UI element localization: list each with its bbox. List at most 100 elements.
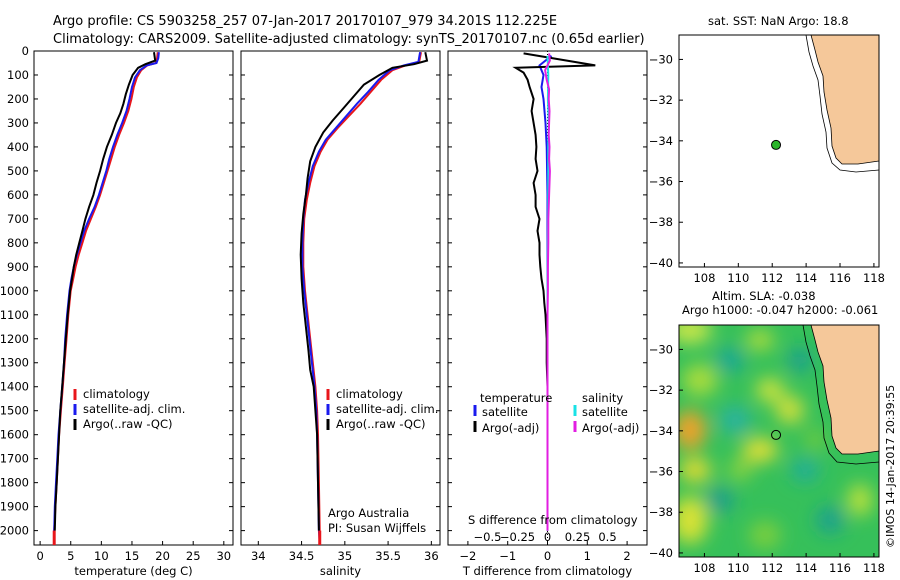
temperature-xtick-label: 20	[155, 549, 170, 563]
pressure-tick-label: 700	[7, 212, 29, 226]
pressure-tick-label: 500	[7, 164, 29, 178]
pressure-tick-label: 2000	[0, 524, 29, 538]
salinity-legend-label: climatology	[336, 387, 403, 401]
temperature-xlabel: temperature (deg C)	[74, 564, 192, 578]
sst-ytick-label: −34	[649, 134, 673, 148]
salinity-xtick-label: 34.5	[289, 549, 315, 563]
temperature-legend-label: climatology	[83, 387, 150, 401]
pressure-tick-label: 400	[7, 140, 29, 154]
pressure-tick-label: 100	[7, 68, 29, 82]
pressure-tick-label: 0	[22, 44, 29, 58]
sla-xtick-label: 114	[795, 561, 817, 575]
sst-map-title: sat. SST: NaN Argo: 18.8	[708, 14, 849, 28]
pressure-tick-label: 1100	[0, 308, 29, 322]
temperature-series-argo-raw-qc-	[53, 52, 157, 531]
temperature-xtick-label: 10	[94, 549, 109, 563]
sst-float-marker	[771, 139, 782, 150]
salinity-xtick-label: 36	[424, 549, 439, 563]
pressure-tick-label: 1500	[0, 404, 29, 418]
sla-map-isobath	[802, 325, 879, 465]
salinity-legend-label: satellite-adj. clim.	[336, 402, 438, 416]
difference-series-salinity-argo-adj-	[544, 53, 551, 531]
sla-xtick-label: 112	[761, 561, 783, 575]
sdiff-tick-label: 0.5	[598, 530, 616, 544]
sst-ytick-label: −40	[649, 256, 673, 270]
sla-ytick-label: −30	[649, 342, 673, 356]
pressure-tick-label: 1200	[0, 332, 29, 346]
sdiff-tick-label: −0.25	[500, 530, 535, 544]
salinity-xtick-label: 35.5	[375, 549, 401, 563]
sst-ytick-label: −30	[649, 52, 673, 66]
sla-ytick-label: −36	[649, 465, 673, 479]
difference-xtick-label: −1	[499, 549, 516, 563]
legend-sal-argo-label: Argo(-adj)	[582, 421, 639, 435]
sst-ytick-label: −38	[649, 215, 673, 229]
difference-xtick-label: −2	[459, 549, 476, 563]
legend-temperature-title: temperature	[480, 391, 552, 405]
difference-xtick-label: 0	[544, 549, 551, 563]
pressure-tick-label: 1700	[0, 452, 29, 466]
pressure-tick-label: 1400	[0, 380, 29, 394]
sst-xtick-label: 110	[727, 271, 749, 285]
sst-map-isobath	[805, 35, 879, 173]
salinity-annotation-pi: PI: Susan Wijffels	[328, 521, 426, 535]
figure-title-line1: Argo profile: CS 5903258_257 07-Jan-2017…	[53, 14, 557, 29]
sla-map-land	[810, 325, 879, 455]
sla-xtick-label: 116	[829, 561, 851, 575]
sla-ytick-label: −38	[649, 505, 673, 519]
salinity-frame	[240, 50, 441, 546]
sla-anomaly-blobs	[679, 325, 872, 549]
difference-profile-panel: −2 −1 0 1 2T difference from climatology −0.5…	[447, 50, 648, 578]
temperature-xtick-label: 5	[67, 549, 74, 563]
sst-map-frame	[678, 34, 880, 268]
sst-xtick-label: 116	[829, 271, 851, 285]
sst-map-land	[810, 35, 879, 165]
sst-xtick-label: 118	[863, 271, 885, 285]
pressure-tick-label: 1800	[0, 476, 29, 490]
sst-ytick-label: −36	[649, 175, 673, 189]
legend-salinity-title: salinity	[582, 391, 623, 405]
pressure-tick-label: 1900	[0, 500, 29, 514]
salinity-legend-label: Argo(..raw -QC)	[336, 417, 426, 431]
sla-map-frame	[678, 324, 880, 558]
salinity-xlabel: salinity	[320, 564, 361, 578]
temperature-legend-label: Argo(..raw -QC)	[83, 417, 173, 431]
sdiff-tick-label: 0.25	[565, 530, 591, 544]
sla-map-title-line2: Argo h1000: -0.047 h2000: -0.061	[682, 303, 878, 317]
temperature-xtick-label: 30	[216, 549, 231, 563]
salinity-profile-panel: 34 34.5 35 35.5 36 salinity climatologysatelli…	[240, 50, 441, 578]
sla-map: 108 110 112 114 116 118 −30 −32 −34 −36 −38 −40	[649, 324, 885, 575]
pressure-tick-label: 900	[7, 260, 29, 274]
sst-map: 108 110 112 114 116 118 −30 −32 −34 −36 −38 −40	[649, 34, 885, 285]
pressure-tick-label: 1600	[0, 428, 29, 442]
sst-xtick-label: 112	[761, 271, 783, 285]
temperature-frame	[33, 50, 234, 546]
temperature-xtick-label: 25	[186, 549, 201, 563]
s-difference-axis-label: S difference from climatology	[468, 513, 638, 527]
difference-xlabel: T difference from climatology	[462, 564, 633, 578]
salinity-annotation-org: Argo Australia	[328, 506, 409, 520]
pressure-tick-label: 1000	[0, 284, 29, 298]
sla-float-marker	[771, 429, 782, 440]
sla-xtick-label: 110	[727, 561, 749, 575]
imos-timestamp: ©IMOS 14-Jan-2017 20:39:55	[884, 385, 897, 548]
sst-xtick-label: 114	[795, 271, 817, 285]
temperature-xtick-label: 0	[36, 549, 43, 563]
sla-xtick-label: 108	[693, 561, 715, 575]
pressure-tick-label: 300	[7, 116, 29, 130]
pressure-tick-label: 800	[7, 236, 29, 250]
pressure-tick-label: 200	[7, 92, 29, 106]
pressure-tick-label: 1300	[0, 356, 29, 370]
salinity-xtick-label: 35	[338, 549, 353, 563]
pressure-tick-label: 600	[7, 188, 29, 202]
legend-sal-satellite-label: satellite	[582, 405, 628, 419]
legend-temp-satellite-label: satellite	[482, 405, 528, 419]
salinity-xtick-label: 34	[251, 549, 266, 563]
salinity-series-argo-raw-qc-	[299, 52, 429, 531]
sdiff-tick-label: −0.5	[474, 530, 502, 544]
sst-ytick-label: −32	[649, 93, 673, 107]
sst-xtick-label: 108	[693, 271, 715, 285]
temperature-xtick-label: 15	[125, 549, 140, 563]
difference-legend: temperature satellite Argo(-adj) salinit…	[473, 391, 639, 435]
